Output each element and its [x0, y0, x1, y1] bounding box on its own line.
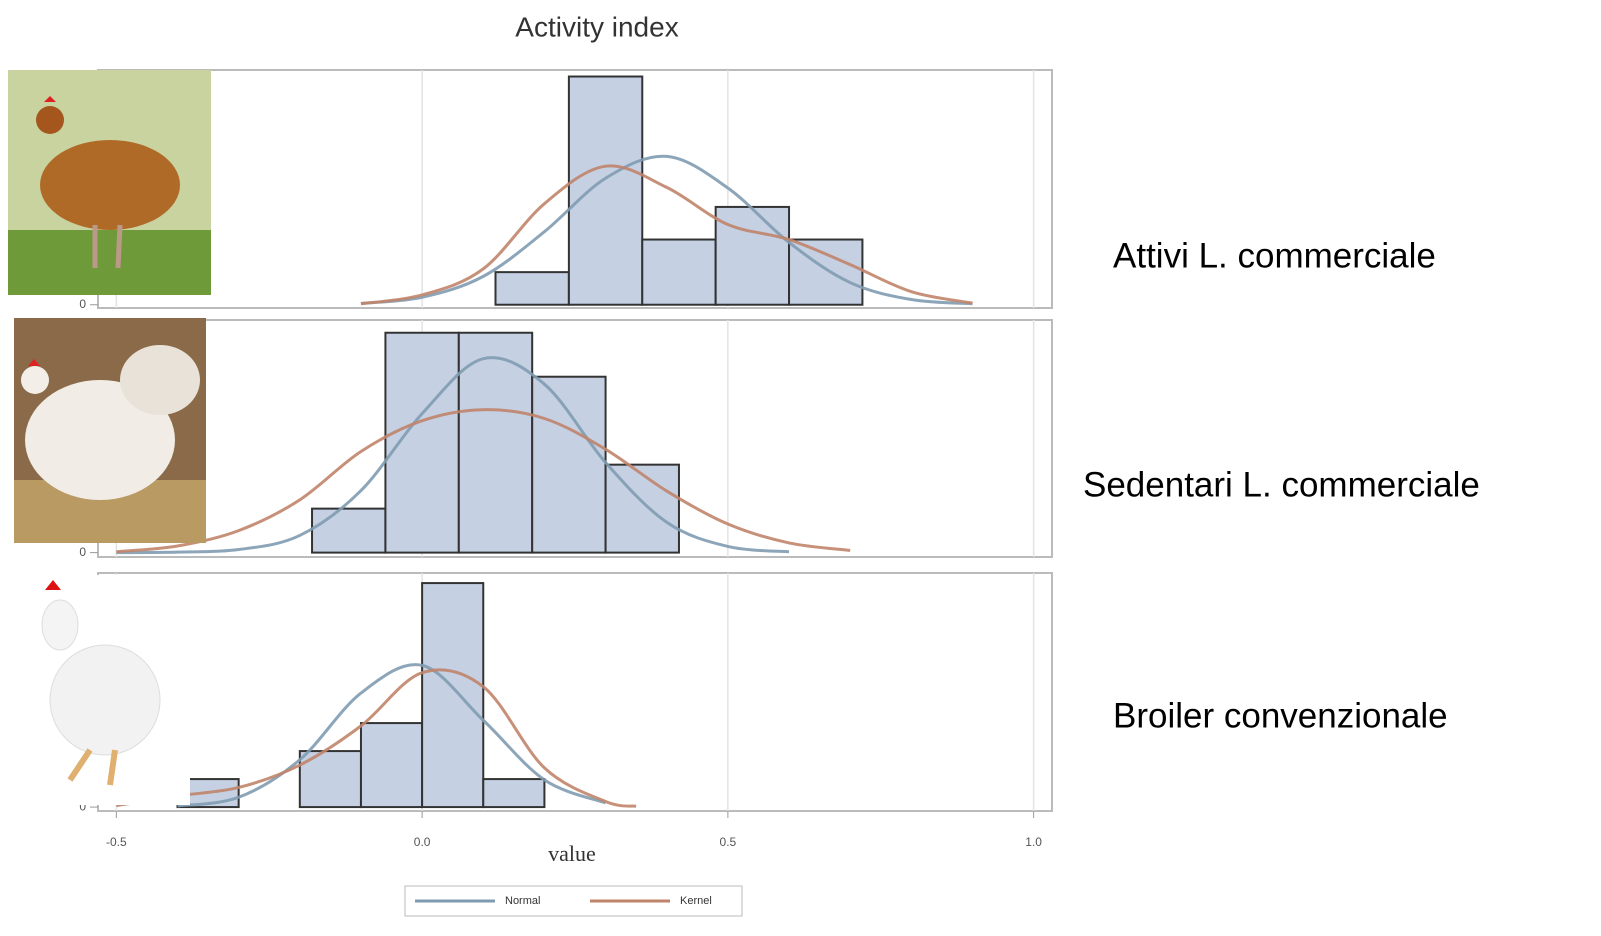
photo-head	[36, 106, 64, 134]
x-tick-label: 0.0	[414, 835, 431, 849]
y-tick-label: 0	[79, 297, 86, 311]
panel-label: Sedentari L. commerciale	[1083, 465, 1480, 504]
histogram-bar	[496, 272, 569, 305]
histogram-bar	[569, 77, 642, 305]
legend-label: Normal	[505, 895, 540, 907]
x-tick-label: 1.0	[1025, 835, 1042, 849]
x-tick-label: -0.5	[106, 835, 127, 849]
chart: Activity index value 000-0.50.00.51.0 No…	[0, 0, 1601, 936]
y-tick-label: 0	[79, 545, 86, 559]
panel-label: Attivi L. commerciale	[1113, 236, 1436, 275]
panel-label: Broiler convenzionale	[1113, 696, 1448, 735]
photo-head	[21, 366, 49, 394]
photos	[8, 70, 211, 805]
legend-label: Kernel	[680, 895, 712, 907]
panel-frame	[98, 573, 1052, 811]
photo-body	[120, 345, 200, 415]
histogram-bar	[312, 509, 385, 553]
histogram-bar	[385, 333, 458, 553]
histogram-bar	[361, 723, 422, 807]
photo-body	[40, 140, 180, 230]
x-axis-label: value	[548, 841, 596, 866]
photo-broiler	[20, 575, 190, 805]
photo-leg	[118, 225, 120, 268]
histogram-bar	[532, 377, 605, 553]
photo-grass	[8, 230, 211, 295]
histogram-bar	[483, 779, 544, 807]
x-tick-label: 0.5	[720, 835, 737, 849]
photo-body	[50, 645, 160, 755]
histogram-bar	[606, 465, 679, 553]
photo-hen-brown	[8, 70, 211, 295]
histogram-bar	[642, 240, 715, 305]
photo-neck	[42, 600, 78, 650]
photo-hens-white	[14, 318, 206, 543]
histogram-bar	[716, 207, 789, 305]
histogram-bar	[422, 583, 483, 807]
chart-title: Activity index	[515, 11, 678, 42]
